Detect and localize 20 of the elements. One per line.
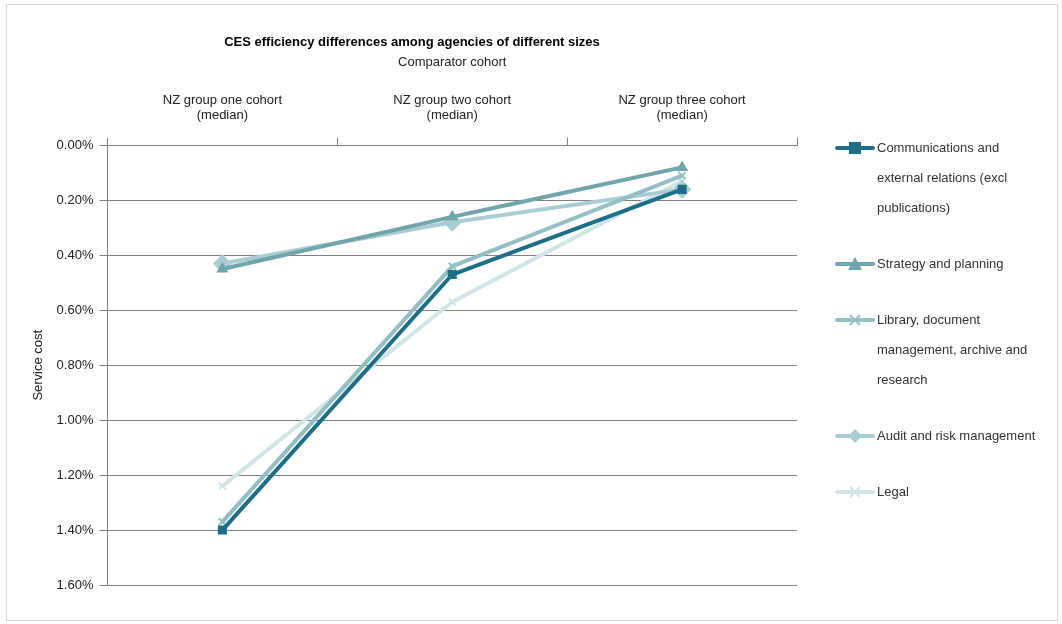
legend-label: Strategy and planning bbox=[877, 255, 1004, 273]
legend-label: Audit and risk management bbox=[877, 427, 1036, 445]
x-axis-title: Comparator cohort bbox=[398, 53, 507, 69]
y-tick-label: 0.40% bbox=[56, 246, 94, 262]
y-tick-label: 0.00% bbox=[56, 136, 94, 152]
y-tick-label: 1.40% bbox=[56, 521, 94, 537]
y-tick-label: 0.20% bbox=[56, 191, 94, 207]
y-tick-label: 0.80% bbox=[56, 356, 94, 372]
y-tick-label: 1.20% bbox=[56, 466, 94, 482]
x-tick-label: NZ group one cohort (median) bbox=[162, 91, 283, 123]
chart-title: CES efficiency differences among agencies of different sizes bbox=[224, 34, 600, 50]
y-tick-label: 1.60% bbox=[56, 576, 94, 592]
y-axis-title: Service cost bbox=[30, 329, 46, 401]
y-tick-label: 0.60% bbox=[56, 301, 94, 317]
legend-label: Communications and external relations (excl publications) bbox=[877, 139, 1009, 217]
x-tick-label: NZ group two cohort (median) bbox=[393, 91, 512, 123]
y-tick-label: 1.00% bbox=[56, 411, 94, 427]
x-tick-label: NZ group three cohort (median) bbox=[618, 91, 747, 123]
legend-label: Legal bbox=[877, 483, 909, 501]
legend-label: Library, document management, archive and research bbox=[877, 311, 1029, 389]
